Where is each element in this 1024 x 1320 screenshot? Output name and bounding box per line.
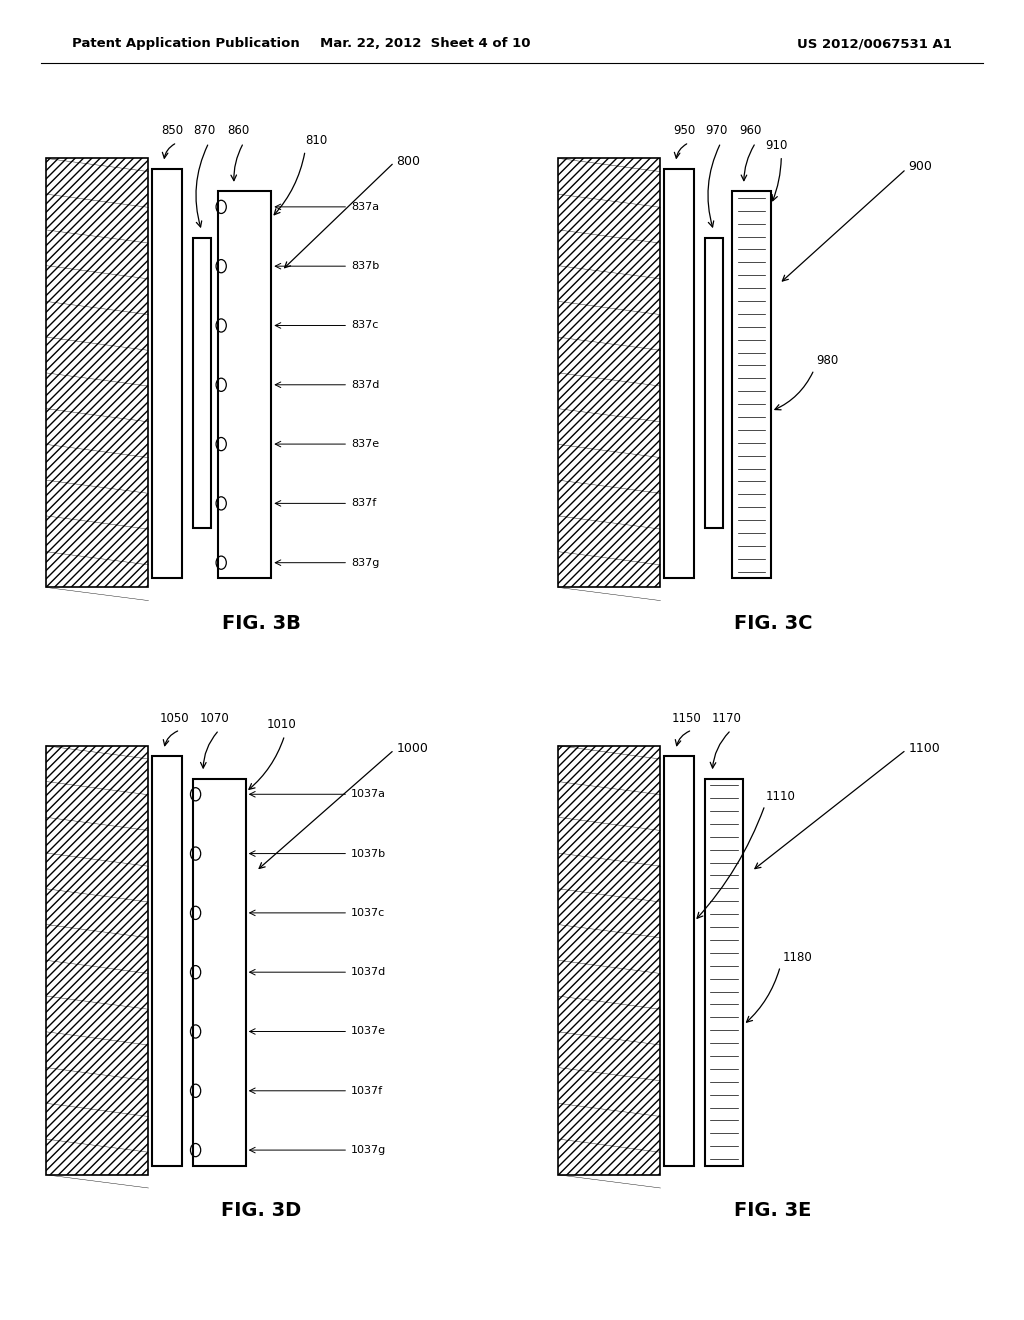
Text: 1150: 1150 bbox=[671, 711, 701, 725]
Bar bbox=[193, 779, 246, 1166]
Text: 1010: 1010 bbox=[266, 718, 297, 731]
Text: 1180: 1180 bbox=[782, 950, 812, 964]
Bar bbox=[664, 169, 694, 578]
Text: 837d: 837d bbox=[351, 380, 380, 389]
Text: Patent Application Publication: Patent Application Publication bbox=[72, 37, 299, 50]
Bar bbox=[732, 191, 771, 578]
Bar bbox=[193, 238, 211, 528]
Text: 1170: 1170 bbox=[712, 711, 742, 725]
Text: 1000: 1000 bbox=[396, 742, 428, 755]
Text: 850: 850 bbox=[161, 124, 183, 137]
Text: 837b: 837b bbox=[351, 261, 380, 271]
Bar bbox=[152, 169, 182, 578]
Text: 1100: 1100 bbox=[908, 742, 940, 755]
Bar bbox=[46, 746, 148, 1175]
Text: FIG. 3D: FIG. 3D bbox=[221, 1201, 301, 1220]
Text: 837a: 837a bbox=[351, 202, 379, 213]
Text: 1110: 1110 bbox=[766, 789, 796, 803]
Text: 1037a: 1037a bbox=[351, 789, 386, 800]
Text: 860: 860 bbox=[227, 124, 250, 137]
Text: 1037b: 1037b bbox=[351, 849, 386, 858]
Text: 1037g: 1037g bbox=[351, 1144, 386, 1155]
Text: 1037f: 1037f bbox=[351, 1086, 383, 1096]
Text: 1070: 1070 bbox=[200, 711, 230, 725]
Text: 950: 950 bbox=[673, 124, 695, 137]
Text: 810: 810 bbox=[305, 133, 328, 147]
Text: 837c: 837c bbox=[351, 321, 379, 330]
Bar bbox=[558, 746, 660, 1175]
Text: 960: 960 bbox=[739, 124, 762, 137]
Text: Mar. 22, 2012  Sheet 4 of 10: Mar. 22, 2012 Sheet 4 of 10 bbox=[319, 37, 530, 50]
Text: 800: 800 bbox=[396, 154, 420, 168]
Text: 1037e: 1037e bbox=[351, 1027, 386, 1036]
Text: 1037d: 1037d bbox=[351, 968, 386, 977]
Bar bbox=[705, 238, 723, 528]
Text: 980: 980 bbox=[816, 354, 839, 367]
Text: US 2012/0067531 A1: US 2012/0067531 A1 bbox=[798, 37, 952, 50]
Bar bbox=[218, 191, 271, 578]
Text: FIG. 3B: FIG. 3B bbox=[221, 614, 301, 632]
Bar bbox=[152, 756, 182, 1166]
Bar bbox=[46, 158, 148, 587]
Text: 1037c: 1037c bbox=[351, 908, 385, 917]
Text: 837f: 837f bbox=[351, 499, 377, 508]
Text: FIG. 3E: FIG. 3E bbox=[734, 1201, 812, 1220]
Text: 970: 970 bbox=[706, 124, 728, 137]
Text: 837g: 837g bbox=[351, 557, 380, 568]
Text: 910: 910 bbox=[765, 139, 787, 152]
Text: 900: 900 bbox=[908, 160, 932, 173]
Text: 837e: 837e bbox=[351, 440, 379, 449]
Text: FIG. 3C: FIG. 3C bbox=[734, 614, 812, 632]
Bar bbox=[664, 756, 694, 1166]
Text: 870: 870 bbox=[194, 124, 216, 137]
Bar bbox=[705, 779, 743, 1166]
Bar bbox=[558, 158, 660, 587]
Text: 1050: 1050 bbox=[160, 711, 188, 725]
